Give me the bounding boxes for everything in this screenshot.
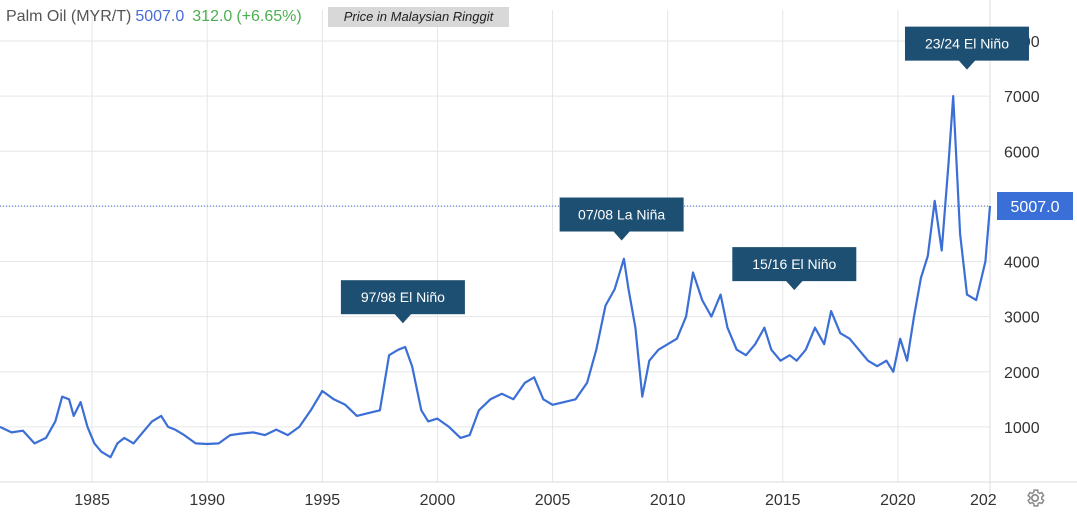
currency-note: Price in Malaysian Ringgit: [327, 7, 510, 27]
annotations: 97/98 El Niño 07/08 La Niña 15/16 El Niño 2…: [340, 26, 1029, 324]
x-tick-label: 1985: [74, 492, 110, 509]
x-tick-label-partial: 202: [970, 492, 997, 509]
grid-lines: [0, 0, 1077, 502]
annotation-box: [732, 247, 857, 282]
last-price-tag: 5007.0: [997, 192, 1073, 221]
x-tick-label: 2020: [880, 492, 916, 509]
annotation-pointer: [957, 59, 976, 70]
current-price: 5007.0: [135, 8, 185, 25]
x-tick-label: 2010: [650, 492, 686, 509]
y-axis: 10002000300040005000600070008000: [1004, 34, 1040, 437]
x-tick-label: 1990: [189, 492, 225, 509]
annotation-label: 07/08 La Niña: [578, 207, 665, 223]
annotation-label: 23/24 El Niño: [925, 36, 1009, 52]
annotation-callout: 15/16 El Niño: [732, 247, 857, 291]
x-axis: 1985 1990 1995 2000 2005 2010 2015 2020 202: [74, 492, 997, 509]
annotation-callout: 23/24 El Niño: [904, 26, 1029, 70]
annotation-callout: 07/08 La Niña: [559, 197, 684, 241]
y-tick-label: 2000: [1004, 365, 1040, 382]
annotation-box: [340, 280, 465, 315]
price-tag-label: 5007.0: [1011, 199, 1060, 216]
y-tick-label: 7000: [1004, 89, 1040, 106]
y-tick-label: 3000: [1004, 310, 1040, 327]
annotation-label: 15/16 El Niño: [752, 256, 836, 272]
y-tick-label: 1000: [1004, 420, 1040, 437]
x-tick-label: 1995: [305, 492, 341, 509]
annotation-callout: 97/98 El Niño: [340, 280, 465, 324]
instrument-name: Palm Oil (MYR/T): [6, 8, 132, 25]
series-path: [0, 95, 992, 459]
annotation-label: 97/98 El Niño: [361, 289, 445, 305]
x-tick-label: 2005: [535, 492, 571, 509]
x-tick-label: 2015: [765, 492, 801, 509]
x-tick-label: 2000: [420, 492, 456, 509]
annotation-pointer: [612, 230, 631, 241]
price-tag-box: [997, 192, 1073, 221]
price-change: 312.0: [192, 8, 233, 25]
annotation-box: [904, 26, 1029, 61]
series-line: [0, 95, 992, 459]
chart-header: Palm Oil (MYR/T) 5007.0 312.0 (+6.65%) P…: [6, 6, 510, 28]
price-change-pct: (+6.65%): [236, 8, 302, 25]
gear-icon[interactable]: [1024, 487, 1046, 509]
y-tick-label: 4000: [1004, 255, 1040, 272]
annotation-box: [559, 197, 684, 232]
annotation-pointer: [393, 313, 412, 324]
y-tick-label: 6000: [1004, 144, 1040, 161]
annotation-pointer: [785, 280, 804, 291]
